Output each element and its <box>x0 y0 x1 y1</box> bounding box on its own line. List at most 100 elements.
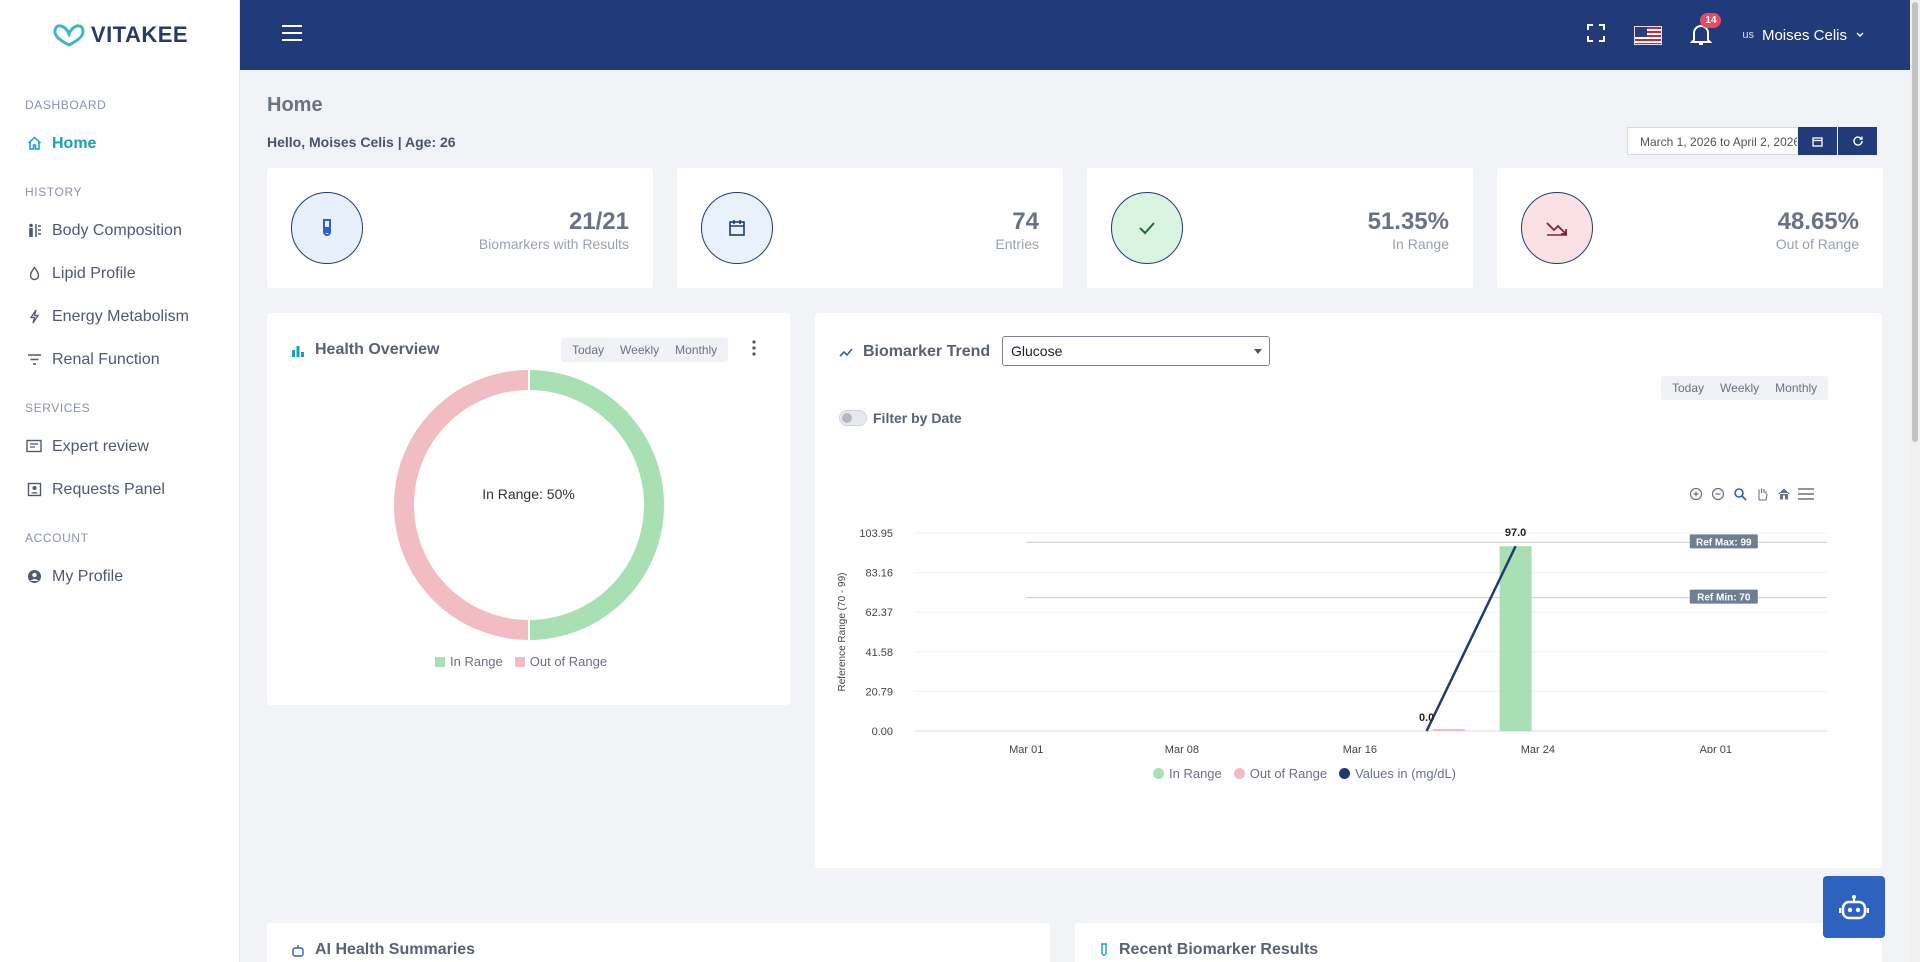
stat-value: 48.65% <box>1777 208 1859 235</box>
droplet-icon <box>26 266 42 282</box>
topbar: 14 us Moises Celis <box>240 0 1910 70</box>
stat-label: Out of Range <box>1775 236 1859 252</box>
chevron-down-icon <box>1856 32 1864 38</box>
data-label: 0.0 <box>1419 712 1434 724</box>
bar-chart-icon <box>292 346 304 357</box>
nav-section-title: DASHBOARD <box>25 98 107 112</box>
x-tick-label: Mar 24 <box>1521 744 1555 753</box>
brand-logo[interactable]: VITAKEE <box>0 0 239 70</box>
legend-in-range[interactable]: In Range <box>435 654 503 669</box>
legend-out-of-range[interactable]: Out of Range <box>514 654 607 669</box>
lightning-icon <box>26 309 42 325</box>
robot-icon <box>1839 895 1869 920</box>
bar-in-range <box>1499 546 1532 731</box>
reset-home-icon[interactable] <box>1776 486 1792 502</box>
kebab-menu-icon[interactable] <box>752 340 756 361</box>
brand-name: VITAKEE <box>90 22 189 47</box>
y-tick-label: 62.37 <box>865 607 893 619</box>
stat-value: 74 <box>1012 208 1039 235</box>
chart-toolbar <box>1688 486 1814 502</box>
stat-card-out-of-range: 48.65% Out of Range <box>1497 168 1883 288</box>
calendar-button[interactable] <box>1798 127 1837 155</box>
health-overview-legend: In Range Out of Range <box>435 654 607 669</box>
sidebar-item-label: Expert review <box>52 437 149 455</box>
donut-slice-out-of-range[interactable] <box>394 370 530 640</box>
review-icon <box>26 439 42 455</box>
period-today[interactable]: Today <box>1672 381 1705 395</box>
stat-label: In Range <box>1392 236 1449 252</box>
card-title: Health Overview <box>315 341 440 358</box>
sidebar-item-requests-panel[interactable]: Requests Panel <box>0 468 239 511</box>
sidebar-item-energy-metabolism[interactable]: Energy Metabolism <box>0 295 239 338</box>
stat-card-biomarkers: 21/21 Biomarkers with Results <box>267 168 653 288</box>
robot-icon <box>292 945 304 957</box>
legend-values[interactable]: Values in (mg/dL) <box>1339 766 1456 781</box>
sidebar-item-label: Body Composition <box>52 221 182 239</box>
period-monthly[interactable]: Monthly <box>1775 381 1818 395</box>
health-overview-card: Health Overview Today Weekly Monthly In … <box>267 313 790 705</box>
fullscreen-icon[interactable] <box>1586 23 1606 48</box>
home-icon <box>26 136 42 152</box>
date-range-picker: March 1, 2026 to April 2, 2026 <box>1627 127 1877 155</box>
logo-icon <box>53 24 85 47</box>
sidebar-item-label: Energy Metabolism <box>52 307 189 325</box>
ref-min-label: Ref Min: 70 <box>1697 593 1751 604</box>
biomarker-trend-card: Biomarker Trend Glucose Today Weekly Mon… <box>815 313 1882 868</box>
nav-section-title: HISTORY <box>25 185 83 199</box>
values-line <box>1425 545 1517 732</box>
legend-in-range[interactable]: In Range <box>1153 766 1222 781</box>
sidebar: VITAKEE DASHBOARD Home HISTORY Body Composi… <box>0 0 240 962</box>
period-today[interactable]: Today <box>572 343 605 357</box>
sidebar-item-my-profile[interactable]: My Profile <box>0 555 239 598</box>
y-tick-label: 0.00 <box>872 726 893 738</box>
ref-label-bg <box>1689 534 1758 549</box>
period-monthly[interactable]: Monthly <box>675 343 718 357</box>
stat-card-in-range: 51.35% In Range <box>1087 168 1473 288</box>
pan-hand-icon[interactable] <box>1754 486 1770 502</box>
page-title: Home <box>267 94 323 116</box>
sidebar-item-lipid-profile[interactable]: Lipid Profile <box>0 252 239 295</box>
donut-center-label: In Range: 50% <box>482 486 575 502</box>
recent-results-card: Recent Biomarker Results <box>1075 923 1882 962</box>
x-tick-label: Mar 01 <box>1009 744 1043 753</box>
sidebar-item-home[interactable]: Home <box>0 122 239 165</box>
zoom-in-icon[interactable] <box>1688 486 1704 502</box>
stat-value: 51.35% <box>1367 208 1449 235</box>
stat-card-entries: 74 Entries <box>677 168 1063 288</box>
sidebar-item-body-composition[interactable]: Body Composition <box>0 209 239 252</box>
legend-out-of-range[interactable]: Out of Range <box>1233 766 1327 781</box>
card-title: Recent Biomarker Results <box>1119 941 1319 958</box>
sidebar-item-label: Requests Panel <box>52 480 165 498</box>
sidebar-item-label: Home <box>52 134 97 152</box>
selection-zoom-icon[interactable] <box>1732 486 1748 502</box>
page-scrollbar[interactable] <box>1910 0 1920 962</box>
refresh-button[interactable] <box>1838 127 1877 155</box>
date-range-input[interactable]: March 1, 2026 to April 2, 2026 <box>1627 127 1797 155</box>
user-name: Moises Celis <box>1761 26 1847 44</box>
body-composition-icon <box>26 223 42 239</box>
period-weekly[interactable]: Weekly <box>1720 381 1760 395</box>
sidebar-item-label: My Profile <box>52 567 124 585</box>
y-tick-label: 83.16 <box>865 568 893 580</box>
menu-toggle-icon[interactable] <box>282 25 304 45</box>
calendar-icon <box>701 192 773 264</box>
chart-menu-icon[interactable] <box>1798 486 1814 502</box>
period-weekly[interactable]: Weekly <box>620 343 660 357</box>
sidebar-item-renal-function[interactable]: Renal Function <box>0 338 239 381</box>
y-axis-label: Reference Range (70 - 99) <box>837 573 848 692</box>
donut-slice-in-range[interactable] <box>528 370 664 640</box>
health-overview-donut <box>394 370 664 640</box>
y-tick-label: 20.79 <box>865 686 893 698</box>
sidebar-item-expert-review[interactable]: Expert review <box>0 425 239 468</box>
filter-by-date-toggle[interactable] <box>839 410 867 426</box>
biomarker-select[interactable]: Glucose <box>1002 336 1270 366</box>
notification-bell-icon[interactable]: 14 <box>1689 13 1722 47</box>
us-flag-icon[interactable] <box>1634 25 1663 45</box>
x-tick-label: Mar 16 <box>1343 744 1377 753</box>
user-menu[interactable]: us Moises Celis <box>1742 27 1865 44</box>
zoom-out-icon[interactable] <box>1710 486 1726 502</box>
stat-label: Entries <box>995 236 1039 252</box>
card-title: AI Health Summaries <box>315 941 476 958</box>
chatbot-button[interactable] <box>1823 876 1885 938</box>
bar-out-of-range <box>1432 729 1465 731</box>
